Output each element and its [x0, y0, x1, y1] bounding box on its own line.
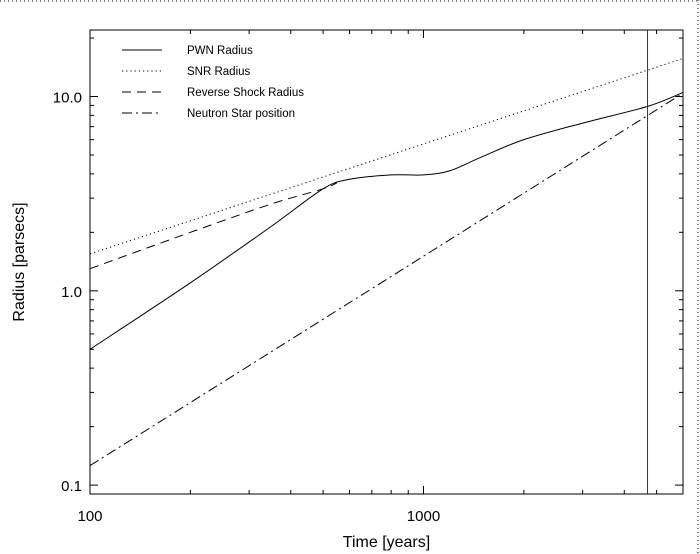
series-layer [89, 57, 684, 467]
ticks-layer: 100 1000 0.1 1.0 10.0 [53, 30, 684, 525]
legend-label-pwn-radius: PWN Radius [187, 45, 253, 57]
legend-label-reverse-shock-radius: Reverse Shock Radius [187, 87, 304, 99]
y-axis-label: Radius [parsecs] [11, 202, 28, 321]
series-line-reverse-shock-radius [89, 182, 338, 270]
y-tick-label: 10.0 [53, 90, 82, 107]
legend-label-neutron-star-position: Neutron Star position [187, 108, 295, 120]
x-axis-label: Time [years] [343, 534, 430, 551]
x-tick-label: 100 [77, 508, 102, 525]
y-tick-label: 0.1 [61, 478, 82, 495]
legend: PWN Radius SNR Radius Reverse Shock Radius… [122, 45, 304, 120]
series-line-neutron-star-position [89, 92, 684, 467]
plot-frame [89, 29, 684, 495]
series-line-pwn-radius [89, 91, 684, 350]
x-tick-label: 1000 [407, 508, 440, 525]
legend-label-snr-radius: SNR Radius [187, 66, 251, 78]
y-tick-label: 1.0 [61, 284, 82, 301]
